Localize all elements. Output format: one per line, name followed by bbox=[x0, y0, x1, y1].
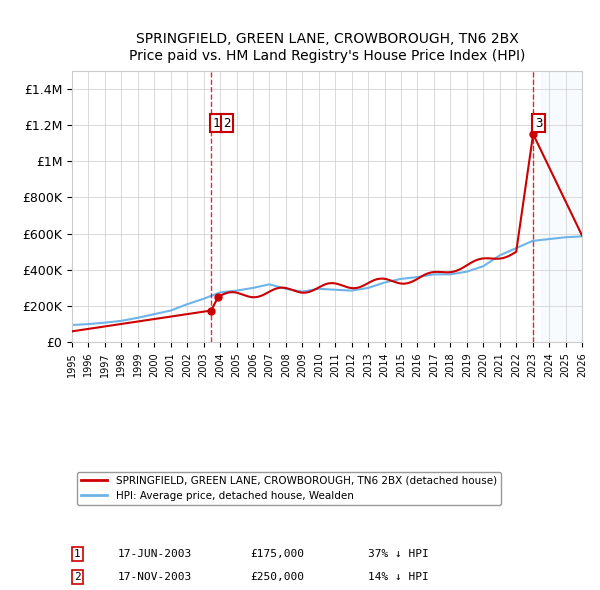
Legend: SPRINGFIELD, GREEN LANE, CROWBOROUGH, TN6 2BX (detached house), HPI: Average pri: SPRINGFIELD, GREEN LANE, CROWBOROUGH, TN… bbox=[77, 472, 501, 505]
Text: 3: 3 bbox=[535, 117, 542, 130]
Text: 17-NOV-2003: 17-NOV-2003 bbox=[118, 572, 192, 582]
Text: 17-JUN-2003: 17-JUN-2003 bbox=[118, 549, 192, 559]
Text: 1: 1 bbox=[74, 549, 80, 559]
Text: 14% ↓ HPI: 14% ↓ HPI bbox=[368, 572, 428, 582]
Text: 2: 2 bbox=[223, 117, 230, 130]
Text: £175,000: £175,000 bbox=[251, 549, 305, 559]
Text: 2: 2 bbox=[74, 572, 80, 582]
Text: 1: 1 bbox=[213, 117, 220, 130]
Bar bbox=[541, 71, 582, 342]
Title: SPRINGFIELD, GREEN LANE, CROWBOROUGH, TN6 2BX
Price paid vs. HM Land Registry's : SPRINGFIELD, GREEN LANE, CROWBOROUGH, TN… bbox=[129, 32, 525, 63]
Text: 37% ↓ HPI: 37% ↓ HPI bbox=[368, 549, 428, 559]
Text: £250,000: £250,000 bbox=[251, 572, 305, 582]
